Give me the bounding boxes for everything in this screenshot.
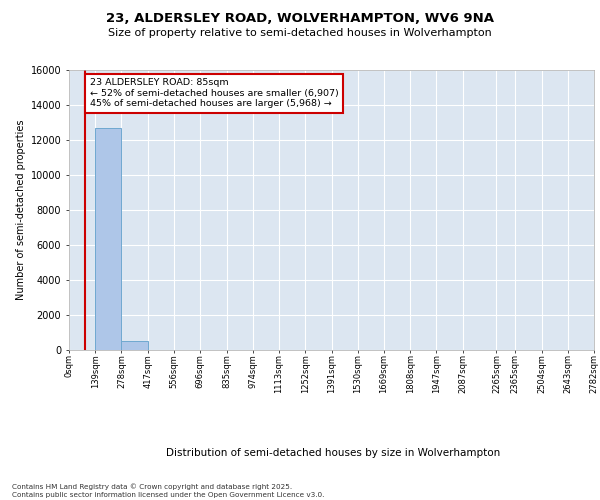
Text: Size of property relative to semi-detached houses in Wolverhampton: Size of property relative to semi-detach… [108, 28, 492, 38]
Y-axis label: Number of semi-detached properties: Number of semi-detached properties [16, 120, 26, 300]
Text: 23 ALDERSLEY ROAD: 85sqm
← 52% of semi-detached houses are smaller (6,907)
45% o: 23 ALDERSLEY ROAD: 85sqm ← 52% of semi-d… [90, 78, 339, 108]
Bar [95, 128, 121, 350]
Bar [121, 341, 148, 350]
Text: Contains HM Land Registry data © Crown copyright and database right 2025.
Contai: Contains HM Land Registry data © Crown c… [12, 484, 325, 498]
Text: Distribution of semi-detached houses by size in Wolverhampton: Distribution of semi-detached houses by … [166, 448, 500, 458]
Text: 23, ALDERSLEY ROAD, WOLVERHAMPTON, WV6 9NA: 23, ALDERSLEY ROAD, WOLVERHAMPTON, WV6 9… [106, 12, 494, 26]
